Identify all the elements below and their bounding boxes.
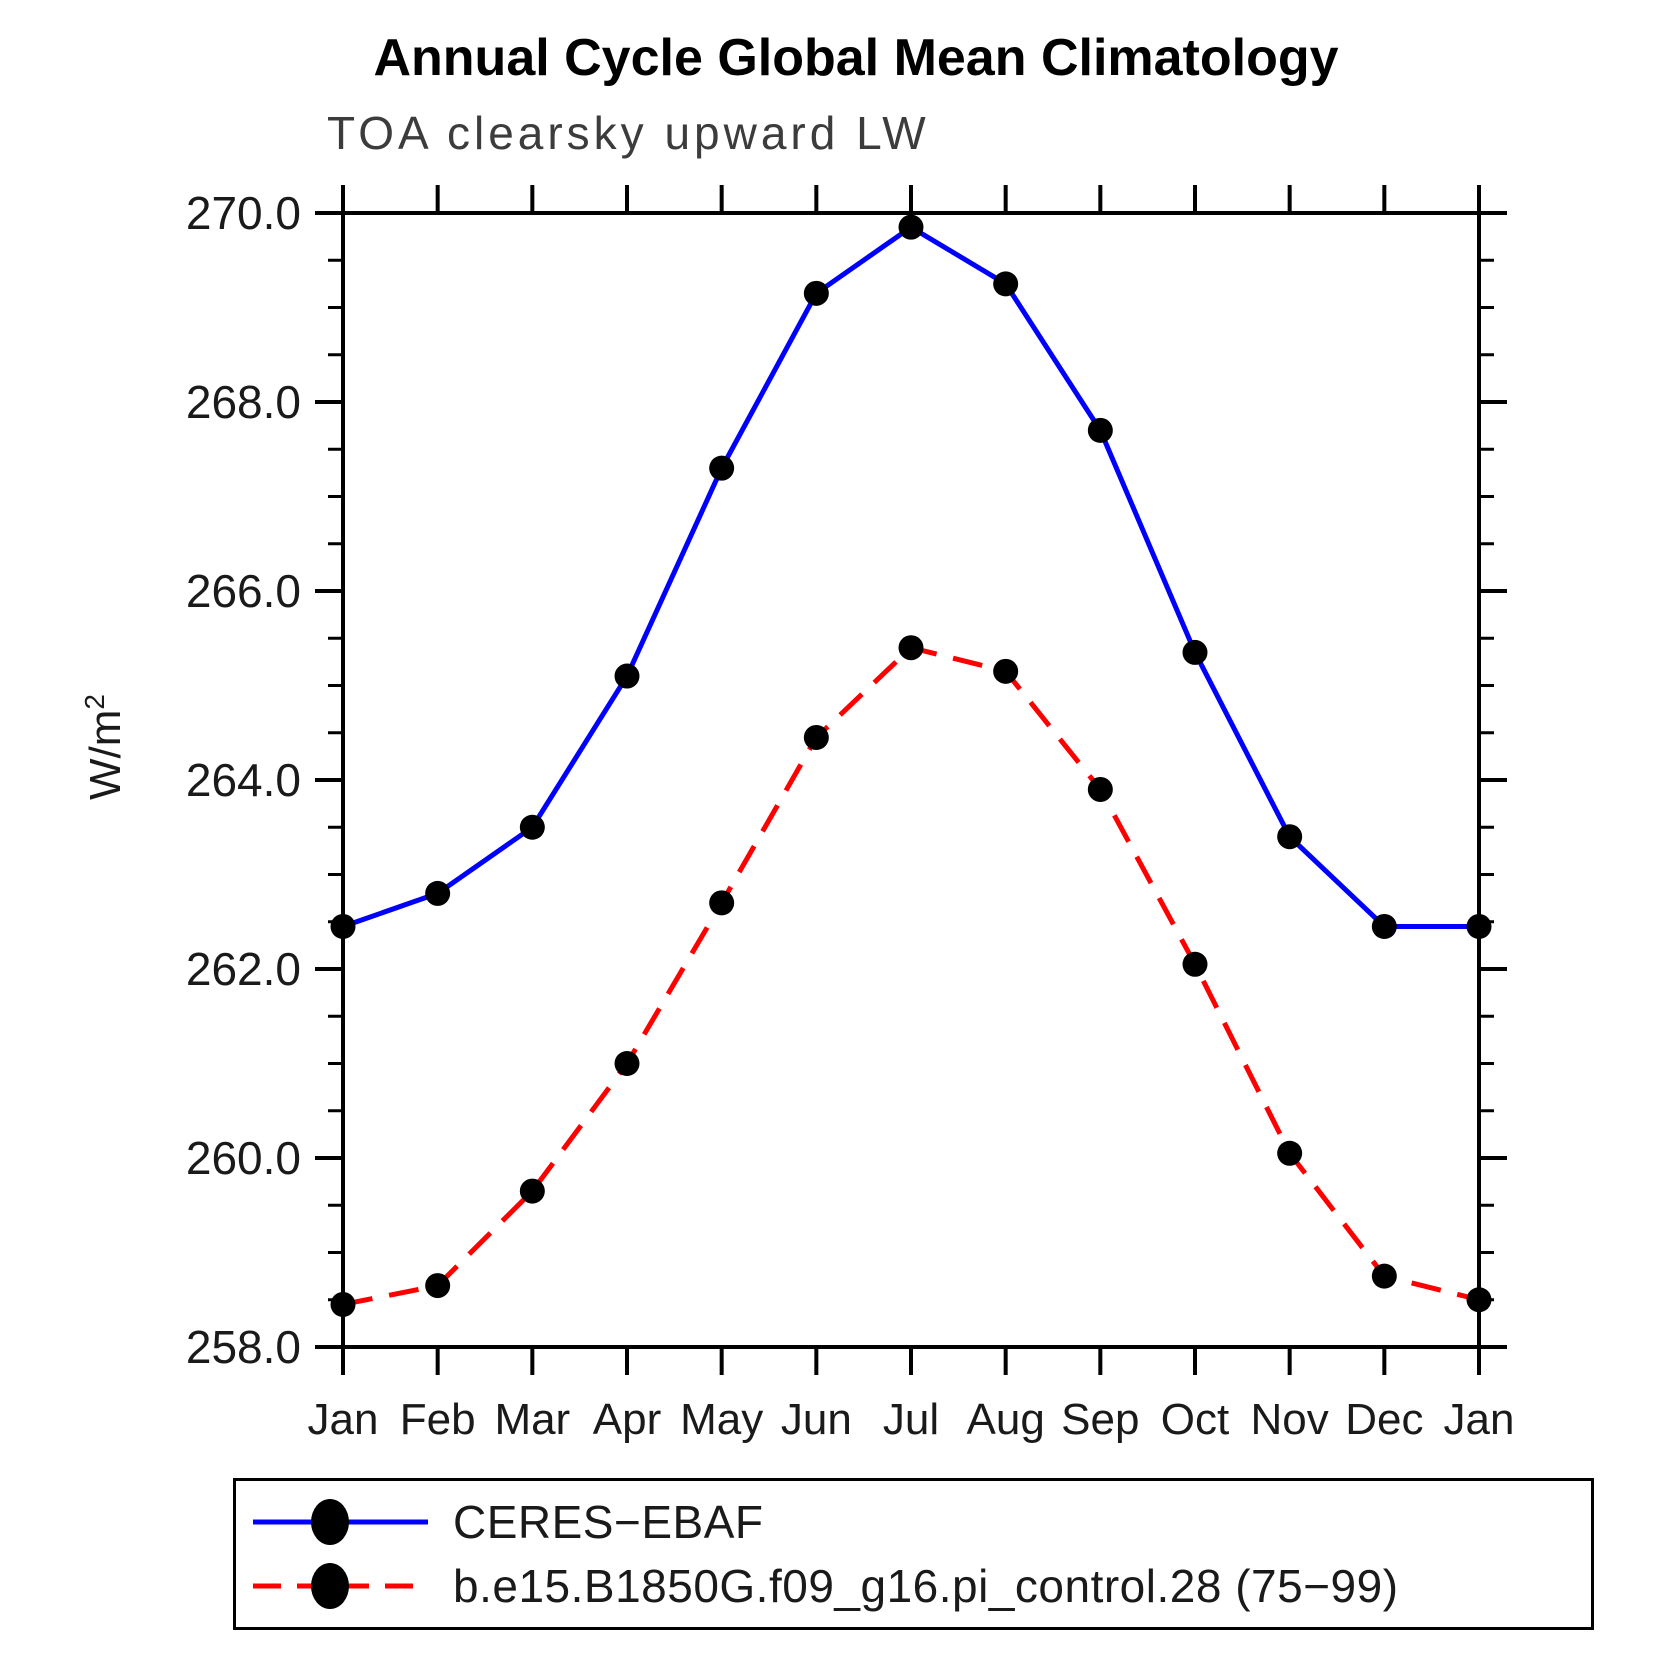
y-tick-label: 270.0	[186, 187, 301, 239]
data-point-marker	[1466, 1287, 1492, 1313]
data-point-marker	[1182, 639, 1208, 665]
y-tick-label: 262.0	[186, 943, 301, 995]
legend-swatch-dashed-line	[253, 1563, 428, 1609]
data-point-marker	[1466, 913, 1492, 939]
data-point-marker	[425, 880, 451, 906]
chart-title: Annual Cycle Global Mean Climatology	[373, 29, 1339, 87]
data-point-marker	[1371, 1263, 1397, 1289]
data-point-marker	[898, 635, 924, 661]
data-point-marker	[330, 913, 356, 939]
legend: CERES−EBAF b.e15.B1850G.f09_g16.pi_contr…	[233, 1478, 1594, 1630]
data-point-marker	[993, 271, 1019, 297]
data-point-marker	[614, 1051, 640, 1076]
data-point-marker	[1277, 1140, 1303, 1166]
data-point-marker	[425, 1273, 451, 1299]
legend-row-ceres: CERES−EBAF	[250, 1490, 1591, 1554]
legend-swatch-solid-line	[253, 1499, 428, 1545]
x-tick-label: Apr	[593, 1395, 661, 1444]
legend-label-model: b.e15.B1850G.f09_g16.pi_control.28 (75−9…	[453, 1560, 1399, 1612]
x-tick-label: Feb	[400, 1395, 476, 1444]
x-tick-label: Sep	[1061, 1395, 1139, 1444]
legend-label-ceres: CERES−EBAF	[453, 1496, 764, 1548]
x-tick-label: Aug	[967, 1395, 1045, 1444]
data-point-marker	[519, 1178, 545, 1204]
y-tick-label: 264.0	[186, 754, 301, 806]
x-tick-label: Mar	[494, 1395, 570, 1444]
y-tick-label: 258.0	[186, 1321, 301, 1373]
legend-marker-dot	[311, 1563, 349, 1609]
data-point-marker	[1087, 776, 1113, 802]
x-tick-label: Dec	[1345, 1395, 1423, 1444]
x-tick-label: Jun	[781, 1395, 852, 1444]
x-tick-label: Nov	[1251, 1395, 1329, 1444]
x-tick-label: Jan	[1444, 1395, 1515, 1444]
x-tick-label: Jan	[308, 1395, 379, 1444]
data-point-marker	[330, 1291, 356, 1317]
plot-frame	[341, 211, 1481, 1349]
y-tick-label: 260.0	[186, 1132, 301, 1184]
data-point-marker	[709, 890, 735, 916]
y-tick-label: 266.0	[186, 565, 301, 617]
data-point-marker	[1371, 913, 1397, 939]
data-point-marker	[1277, 824, 1303, 850]
y-tick-label: 268.0	[186, 376, 301, 428]
data-point-marker	[803, 280, 829, 306]
series-line-0	[342, 224, 1479, 929]
data-point-marker	[1182, 951, 1208, 977]
data-point-marker	[898, 214, 924, 240]
data-point-marker	[614, 663, 640, 689]
x-tick-label: May	[680, 1395, 763, 1444]
legend-row-model: b.e15.B1850G.f09_g16.pi_control.28 (75−9…	[250, 1554, 1591, 1618]
chart-subtitle: TOA clearsky upward LW	[327, 107, 930, 159]
series-line-1	[342, 644, 1480, 1307]
data-point-marker	[519, 814, 545, 840]
x-tick-label: Jul	[883, 1395, 939, 1444]
legend-marker-dot	[311, 1499, 349, 1545]
data-point-marker	[1087, 417, 1113, 443]
data-point-marker	[709, 455, 735, 481]
data-point-marker	[993, 658, 1019, 684]
x-tick-label: Oct	[1161, 1395, 1229, 1444]
data-point-marker	[803, 724, 829, 750]
